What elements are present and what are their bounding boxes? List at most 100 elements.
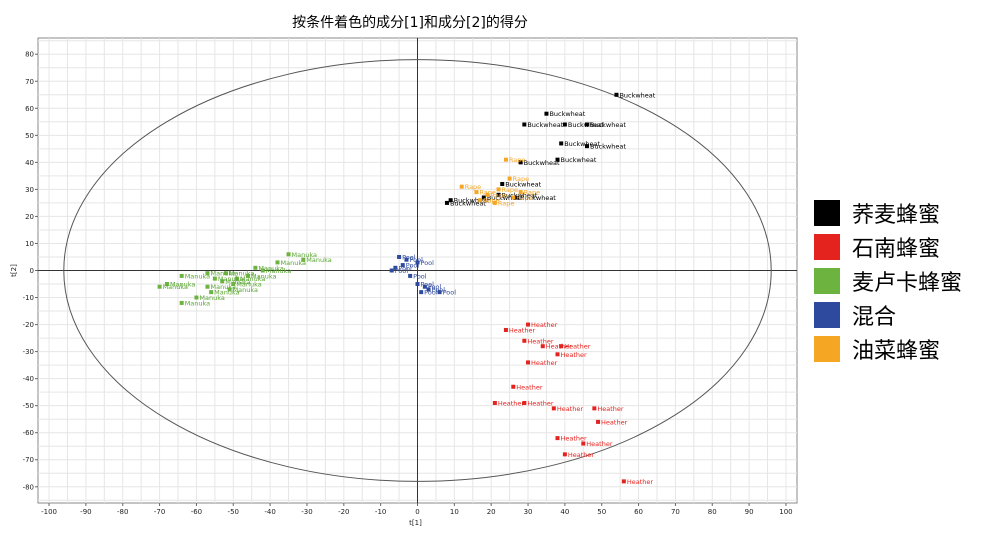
data-point-label: Pool	[398, 264, 412, 272]
data-point	[496, 187, 501, 192]
data-point	[562, 122, 567, 127]
x-tick-label: 90	[745, 508, 754, 516]
data-point	[514, 195, 519, 200]
data-point	[404, 257, 409, 262]
legend-item-pool: 混合	[814, 298, 962, 332]
data-point-label: Manuka	[229, 270, 254, 278]
x-tick-label: 50	[597, 508, 606, 516]
data-point-label: Heather	[546, 343, 573, 351]
data-point-label: Rape	[509, 156, 525, 164]
y-tick-label: 20	[25, 213, 34, 221]
legend-swatch	[814, 268, 840, 294]
legend: 荞麦蜂蜜 石南蜂蜜 麦卢卡蜂蜜 混合 油菜蜂蜜	[814, 196, 962, 366]
chart-title: 按条件着色的成分[1]和成分[2]的得分	[292, 15, 528, 31]
data-point	[415, 260, 420, 265]
x-tick-label: -20	[338, 508, 349, 516]
y-tick-label: 70	[25, 78, 34, 86]
data-point-label: Rape	[524, 189, 540, 197]
legend-label: 荞麦蜂蜜	[852, 203, 941, 228]
data-point-label: Buckwheat	[564, 140, 600, 148]
data-point-label: Pool	[406, 262, 420, 270]
data-point-label: Manuka	[266, 267, 291, 275]
x-tick-label: 80	[708, 508, 717, 516]
y-axis-label: t[2]	[10, 264, 18, 277]
legend-item-manuka: 麦卢卡蜂蜜	[814, 264, 962, 298]
data-point	[559, 141, 564, 146]
data-point-label: Manuka	[210, 270, 235, 278]
x-tick-label: -60	[191, 508, 202, 516]
y-tick-label: -50	[23, 402, 34, 410]
data-point-label: Pool	[443, 289, 457, 297]
data-point	[400, 263, 405, 268]
data-point-label: Heather	[601, 418, 628, 426]
data-point	[478, 198, 483, 203]
x-tick-label: 10	[450, 508, 459, 516]
data-point-label: Buckwheat	[549, 110, 585, 118]
data-point-label: Buckwheat	[505, 180, 541, 188]
y-tick-label: -60	[23, 429, 34, 437]
data-point	[209, 290, 214, 295]
x-tick-label: 20	[487, 508, 496, 516]
legend-label: 石南蜂蜜	[852, 237, 941, 262]
data-point	[426, 287, 431, 292]
data-point	[581, 441, 586, 446]
data-point-label: Buckwheat	[520, 194, 556, 202]
data-point	[518, 190, 523, 195]
data-point-label: Buckwheat	[502, 191, 538, 199]
data-point-label: Heather	[516, 383, 543, 391]
data-point	[422, 284, 427, 289]
data-point-label: Buckwheat	[450, 199, 486, 207]
data-point	[419, 290, 424, 295]
data-point-label: Rape	[465, 183, 481, 191]
data-point-label: Manuka	[225, 278, 250, 286]
data-point-label: Heather	[561, 351, 588, 359]
data-point-label: Rape	[483, 197, 499, 205]
data-point-label: Heather	[557, 405, 584, 413]
data-point-label: Buckwheat	[590, 143, 626, 151]
data-point-label: Manuka	[233, 286, 258, 294]
data-point-label: Heather	[627, 478, 654, 486]
y-tick-label: -70	[23, 456, 34, 464]
legend-swatch	[814, 234, 840, 260]
data-point	[492, 400, 497, 405]
data-point-label: Manuka	[251, 272, 276, 280]
data-point	[459, 184, 464, 189]
data-point	[503, 327, 508, 332]
data-point-label: Manuka	[280, 259, 305, 267]
legend-item-heather: 石南蜂蜜	[814, 230, 962, 264]
data-point-label: Heather	[531, 321, 558, 329]
y-tick-label: 80	[25, 51, 34, 59]
data-point	[559, 344, 564, 349]
data-point	[511, 384, 516, 389]
data-point-label: Buckwheat	[561, 156, 597, 164]
data-point	[389, 268, 394, 273]
data-point-label: Manuka	[170, 281, 195, 289]
data-point-label: Heather	[498, 399, 525, 407]
x-axis-label: t[1]	[409, 519, 422, 527]
legend-swatch	[814, 336, 840, 362]
data-point	[220, 279, 225, 284]
x-tick-label: -90	[80, 508, 91, 516]
data-point-label: Rape	[498, 199, 514, 207]
data-point	[393, 265, 398, 270]
data-point-label: Manuka	[185, 299, 210, 307]
y-tick-label: -30	[23, 348, 34, 356]
data-point-label: Heather	[568, 451, 595, 459]
data-point	[526, 360, 531, 365]
data-point-label: Pool	[421, 259, 435, 267]
data-point	[205, 284, 210, 289]
data-point	[448, 198, 453, 203]
data-point	[522, 400, 527, 405]
data-point-label: Buckwheat	[590, 121, 626, 129]
y-tick-label: -80	[23, 483, 34, 491]
data-point-label: Pool	[424, 289, 438, 297]
data-point	[507, 176, 512, 181]
data-point-label: Manuka	[214, 289, 239, 297]
x-tick-label: -10	[375, 508, 386, 516]
data-point	[511, 195, 516, 200]
data-point	[260, 268, 265, 273]
data-point	[157, 284, 162, 289]
data-point	[474, 190, 479, 195]
data-point	[275, 260, 280, 265]
data-point-label: Pool	[432, 286, 446, 294]
